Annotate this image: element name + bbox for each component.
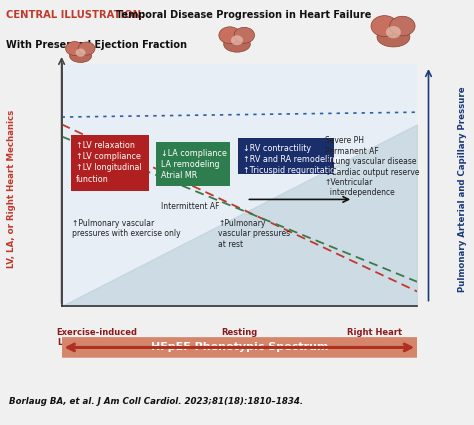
FancyBboxPatch shape bbox=[55, 337, 424, 358]
Text: Severe PH
Permanent AF
↑Lung vascular disease
↓Cardiac output reserve
↑Ventricul: Severe PH Permanent AF ↑Lung vascular di… bbox=[325, 136, 419, 198]
Ellipse shape bbox=[377, 27, 410, 47]
FancyBboxPatch shape bbox=[156, 142, 230, 186]
Text: ↓RV contractility
↑RV and RA remodeling
↑Tricuspid regurgitation: ↓RV contractility ↑RV and RA remodeling … bbox=[243, 144, 340, 175]
Text: Temporal Disease Progression in Heart Failure: Temporal Disease Progression in Heart Fa… bbox=[116, 10, 372, 20]
Text: Resting
LA Hypertension: Resting LA Hypertension bbox=[200, 328, 279, 347]
Ellipse shape bbox=[224, 36, 250, 52]
Text: Borlaug BA, et al. J Am Coll Cardiol. 2023;81(18):1810–1834.: Borlaug BA, et al. J Am Coll Cardiol. 20… bbox=[9, 397, 304, 406]
Text: Right Heart
Failure: Right Heart Failure bbox=[347, 328, 402, 347]
Ellipse shape bbox=[219, 27, 241, 44]
Ellipse shape bbox=[371, 16, 398, 37]
Text: CENTRAL ILLUSTRATION:: CENTRAL ILLUSTRATION: bbox=[6, 10, 145, 20]
Text: Pulmonary Arterial and Capillary Pressure: Pulmonary Arterial and Capillary Pressur… bbox=[458, 86, 466, 292]
Text: ↑Pulmonary
vascular pressures
at rest: ↑Pulmonary vascular pressures at rest bbox=[218, 219, 290, 249]
Ellipse shape bbox=[65, 42, 83, 56]
Text: Exercise-induced
LA Hypertension: Exercise-induced LA Hypertension bbox=[57, 328, 137, 347]
Ellipse shape bbox=[70, 49, 91, 62]
Ellipse shape bbox=[78, 42, 95, 55]
Text: ↑LV relaxation
↑LV compliance
↑LV longitudinal
function: ↑LV relaxation ↑LV compliance ↑LV longit… bbox=[76, 141, 141, 184]
Ellipse shape bbox=[386, 26, 401, 38]
Ellipse shape bbox=[76, 48, 86, 57]
Text: ↓LA compliance
LA remodeling
Atrial MR: ↓LA compliance LA remodeling Atrial MR bbox=[161, 148, 227, 180]
Text: LV, LA, or Right Heart Mechanics: LV, LA, or Right Heart Mechanics bbox=[8, 110, 16, 268]
Text: Intermittent AF: Intermittent AF bbox=[161, 202, 219, 211]
FancyBboxPatch shape bbox=[237, 138, 334, 174]
Text: With Preserved Ejection Fraction: With Preserved Ejection Fraction bbox=[6, 40, 187, 50]
Ellipse shape bbox=[234, 27, 255, 43]
Text: HFpEF Phenotypic Spectrum: HFpEF Phenotypic Spectrum bbox=[151, 343, 328, 352]
Ellipse shape bbox=[390, 16, 415, 36]
FancyBboxPatch shape bbox=[71, 135, 149, 191]
Ellipse shape bbox=[231, 35, 243, 45]
Text: ↑Pulmonary vascular
pressures with exercise only: ↑Pulmonary vascular pressures with exerc… bbox=[72, 219, 181, 238]
